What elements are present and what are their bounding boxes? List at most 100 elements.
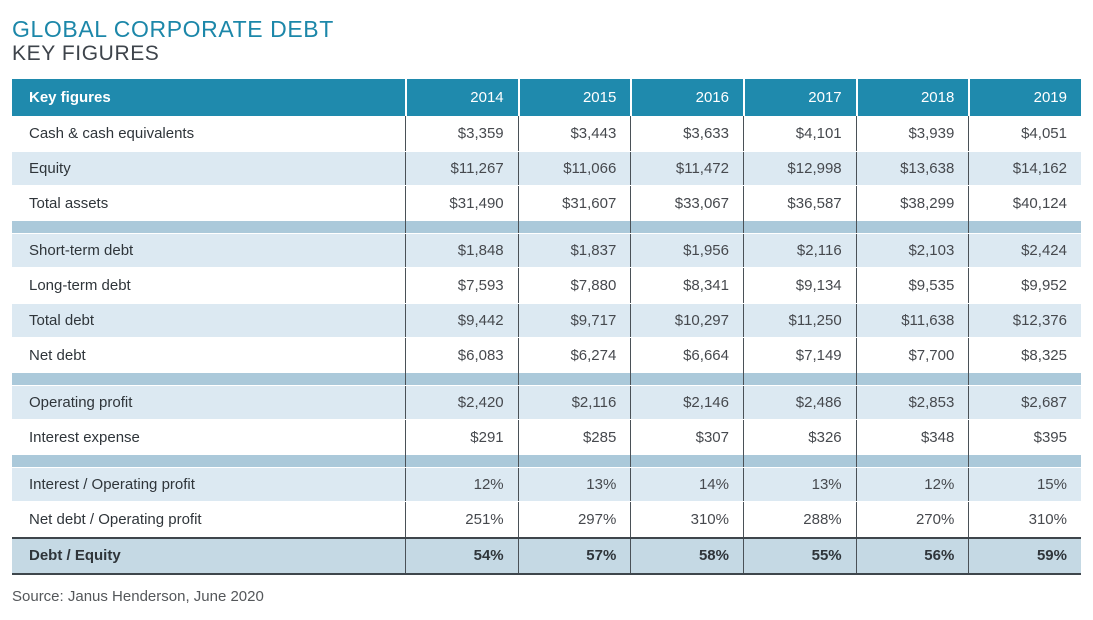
separator-cell <box>855 454 969 467</box>
cell-value: $6,274 <box>517 337 631 373</box>
cell-value: $2,146 <box>630 385 743 419</box>
table-header-row: Key figures 2014 2015 2016 2017 2018 2019 <box>12 78 1081 116</box>
column-header-year: 2019 <box>968 78 1081 116</box>
cell-value: $1,848 <box>405 233 518 267</box>
table-row: Short-term debt $1,848 $1,837 $1,956 $2,116 $… <box>12 232 1081 268</box>
column-header-year: 2016 <box>630 78 743 116</box>
cell-value: 58% <box>630 538 743 573</box>
separator-cell <box>12 455 405 467</box>
separator-cell <box>405 454 518 467</box>
row-label: Net debt / Operating profit <box>29 510 202 528</box>
cell-value: 297% <box>517 501 631 537</box>
cell-value: $11,472 <box>630 151 743 185</box>
cell-value: 310% <box>630 501 743 537</box>
cell-value: 270% <box>855 501 969 537</box>
cell-value: 288% <box>742 501 856 537</box>
cell-value: $9,535 <box>855 267 969 303</box>
cell-value: $2,103 <box>855 233 969 267</box>
cell-value: $6,664 <box>630 337 743 373</box>
table-row: Interest / Operating profit 12% 13% 14% 13% 1… <box>12 466 1081 502</box>
cell-value: 55% <box>742 538 856 573</box>
cell-value: $2,424 <box>968 233 1081 267</box>
cell-value: $2,116 <box>742 233 856 267</box>
separator-cell <box>968 454 1081 467</box>
table-row: Net debt $6,083 $6,274 $6,664 $7,149 $7,700 $8… <box>12 337 1081 373</box>
row-label: Total debt <box>29 311 95 329</box>
cell-value: $9,717 <box>517 303 631 337</box>
cell-value: $7,700 <box>855 337 969 373</box>
cell-value: $326 <box>742 419 856 455</box>
cell-value: $3,443 <box>517 115 631 151</box>
separator-cell <box>517 372 631 385</box>
row-label: Equity <box>29 159 71 177</box>
column-header-year: 2017 <box>742 78 856 116</box>
cell-value: $8,325 <box>968 337 1081 373</box>
row-label: Short-term debt <box>29 241 134 259</box>
cell-value: $31,490 <box>405 185 518 221</box>
separator-cell <box>968 220 1081 233</box>
page: GLOBAL CORPORATE DEBT KEY FIGURES Key fi… <box>12 16 1081 605</box>
section-separator <box>12 220 1081 233</box>
cell-value: 54% <box>405 538 518 573</box>
cell-value: $348 <box>855 419 969 455</box>
cell-value: $2,687 <box>968 385 1081 419</box>
cell-value: $1,956 <box>630 233 743 267</box>
cell-value: $2,420 <box>405 385 518 419</box>
cell-value: $7,149 <box>742 337 856 373</box>
cell-value: $10,297 <box>630 303 743 337</box>
section-separator <box>12 372 1081 385</box>
cell-value: $2,116 <box>517 385 631 419</box>
cell-value: 251% <box>405 501 518 537</box>
cell-value: $4,101 <box>742 115 856 151</box>
separator-cell <box>855 372 969 385</box>
cell-value: 310% <box>968 501 1081 537</box>
cell-value: $2,853 <box>855 385 969 419</box>
cell-value: 59% <box>968 538 1081 573</box>
table-row: Interest expense $291 $285 $307 $326 $348 $395 <box>12 419 1081 455</box>
separator-cell <box>630 372 743 385</box>
row-label: Operating profit <box>29 393 133 411</box>
cell-value: 12% <box>405 467 518 501</box>
cell-value: $9,442 <box>405 303 518 337</box>
cell-value: $3,939 <box>855 115 969 151</box>
column-header-year: 2018 <box>855 78 969 116</box>
table-row: Cash & cash equivalents $3,359 $3,443 $3,63… <box>12 115 1081 151</box>
cell-value: $285 <box>517 419 631 455</box>
cell-value: 13% <box>742 467 856 501</box>
row-label: Debt / Equity <box>29 547 121 565</box>
table-row: Net debt / Operating profit 251% 297% 310% 2… <box>12 501 1081 537</box>
table-row: Total debt $9,442 $9,717 $10,297 $11,250 $11,… <box>12 302 1081 338</box>
separator-cell <box>517 454 631 467</box>
table-row: Total assets $31,490 $31,607 $33,067 $36,587… <box>12 185 1081 221</box>
row-label: Interest expense <box>29 428 140 446</box>
cell-value: 15% <box>968 467 1081 501</box>
separator-cell <box>517 220 631 233</box>
separator-cell <box>742 372 856 385</box>
cell-value: $9,134 <box>742 267 856 303</box>
separator-cell <box>405 372 518 385</box>
cell-value: $33,067 <box>630 185 743 221</box>
cell-value: $12,998 <box>742 151 856 185</box>
cell-value: $11,638 <box>855 303 969 337</box>
key-figures-table: Key figures 2014 2015 2016 2017 2018 2019 Cas… <box>12 78 1081 575</box>
column-header-key-figures: Key figures <box>29 88 111 106</box>
cell-value: $4,051 <box>968 115 1081 151</box>
title-block: GLOBAL CORPORATE DEBT KEY FIGURES <box>12 16 1081 66</box>
separator-cell <box>630 454 743 467</box>
separator-cell <box>968 372 1081 385</box>
row-label: Net debt <box>29 346 86 364</box>
row-label: Cash & cash equivalents <box>29 124 195 142</box>
column-header-year: 2015 <box>517 78 631 116</box>
cell-value: 14% <box>630 467 743 501</box>
cell-value: $38,299 <box>855 185 969 221</box>
row-label: Long-term debt <box>29 276 131 294</box>
table-row: Operating profit $2,420 $2,116 $2,146 $2,486… <box>12 384 1081 420</box>
table-row: Debt / Equity 54% 57% 58% 55% 56% 59% <box>12 536 1081 575</box>
page-subtitle: KEY FIGURES <box>12 41 160 65</box>
cell-value: $9,952 <box>968 267 1081 303</box>
table-body: Cash & cash equivalents $3,359 $3,443 $3,63… <box>12 115 1081 575</box>
cell-value: 56% <box>855 538 969 573</box>
separator-cell <box>12 373 405 385</box>
separator-cell <box>742 220 856 233</box>
separator-cell <box>630 220 743 233</box>
